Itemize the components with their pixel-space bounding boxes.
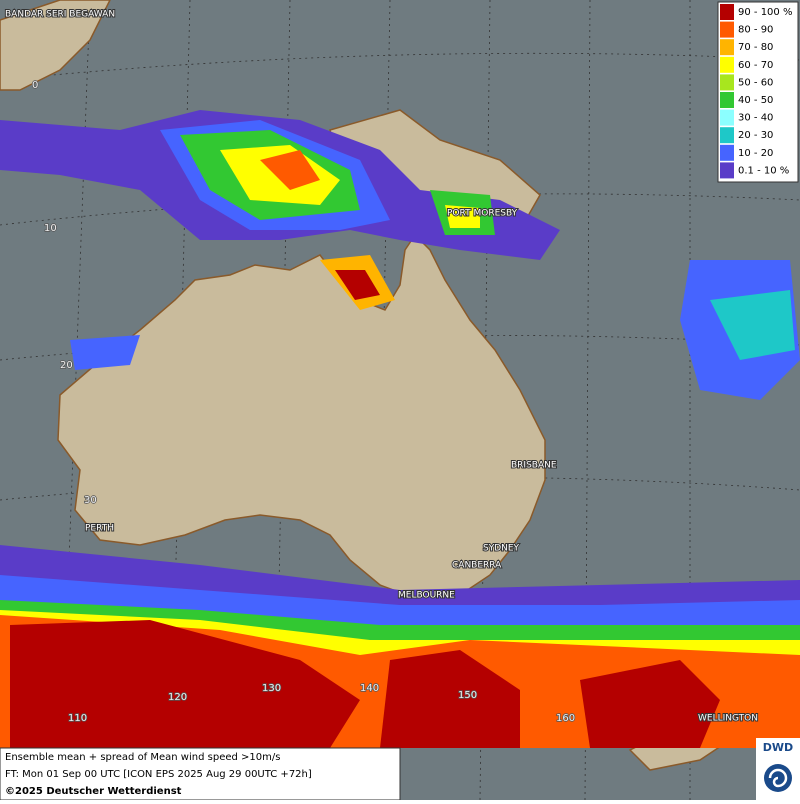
footer-line: Ensemble mean + spread of Mean wind spee… — [5, 752, 280, 763]
footer-line: FT: Mon 01 Sep 00 UTC [ICON EPS 2025 Aug… — [5, 769, 312, 780]
grid-label: 120 — [168, 692, 187, 703]
place-label: BANDAR SERI BEGAWAN — [5, 10, 115, 20]
grid-label: 0 — [32, 80, 38, 91]
grid-label: 20 — [60, 360, 73, 371]
land — [0, 0, 791, 771]
place-label: CANBERRA — [452, 561, 502, 571]
grid-label: 30 — [84, 495, 97, 506]
grid-label: 150 — [458, 690, 477, 701]
grid-label: 110 — [68, 713, 87, 724]
legend-label: 80 - 90 — [738, 25, 773, 36]
legend-label: 30 - 40 — [738, 113, 773, 124]
legend-swatch — [720, 109, 734, 126]
grid-label: 160 — [556, 713, 575, 724]
place-label: PERTH — [85, 524, 114, 534]
footer-box — [0, 747, 401, 801]
legend-swatch — [720, 21, 734, 38]
logo-text: DWD — [763, 741, 793, 754]
legend-label: 90 - 100 % — [738, 7, 792, 18]
legend-label: 60 - 70 — [738, 60, 773, 71]
legend-swatch — [720, 127, 734, 144]
legend-swatch — [720, 162, 734, 179]
place-label: BRISBANE — [511, 461, 557, 471]
footer-line: ©2025 Deutscher Wetterdienst — [5, 786, 182, 797]
legend-label: 40 - 50 — [738, 95, 773, 106]
place-label: WELLINGTON — [698, 714, 758, 724]
logo-swirl — [768, 768, 788, 788]
place-label: SYDNEY — [483, 544, 520, 554]
grid-labels: 0 10 20 30 110 120 130 140 150 160 — [31, 79, 576, 725]
legend-swatch — [720, 74, 734, 91]
legend-label: 20 - 30 — [738, 130, 773, 141]
legend-label: 70 - 80 — [738, 42, 773, 53]
grid-label: 130 — [262, 683, 281, 694]
legend-swatch — [720, 56, 734, 73]
legend-swatch — [720, 4, 734, 20]
place-labels: BANDAR SERI BEGAWAN PORT MORESBY BRISBANE P… — [4, 9, 759, 725]
legend-swatch — [720, 92, 734, 108]
place-label: MELBOURNE — [398, 591, 455, 601]
wind-field — [0, 110, 800, 748]
place-label: PORT MORESBY — [447, 209, 518, 219]
legend: 90 - 100 % 80 - 90 70 - 80 60 - 70 50 - 60 40… — [720, 4, 792, 179]
legend-label: 10 - 20 — [738, 148, 773, 159]
legend-label: 50 - 60 — [738, 77, 773, 88]
legend-swatch — [720, 39, 734, 56]
legend-swatch — [720, 144, 734, 161]
grid-label: 140 — [360, 683, 379, 694]
grid-label: 10 — [44, 223, 57, 234]
legend-label: 0.1 - 10 % — [738, 165, 789, 176]
